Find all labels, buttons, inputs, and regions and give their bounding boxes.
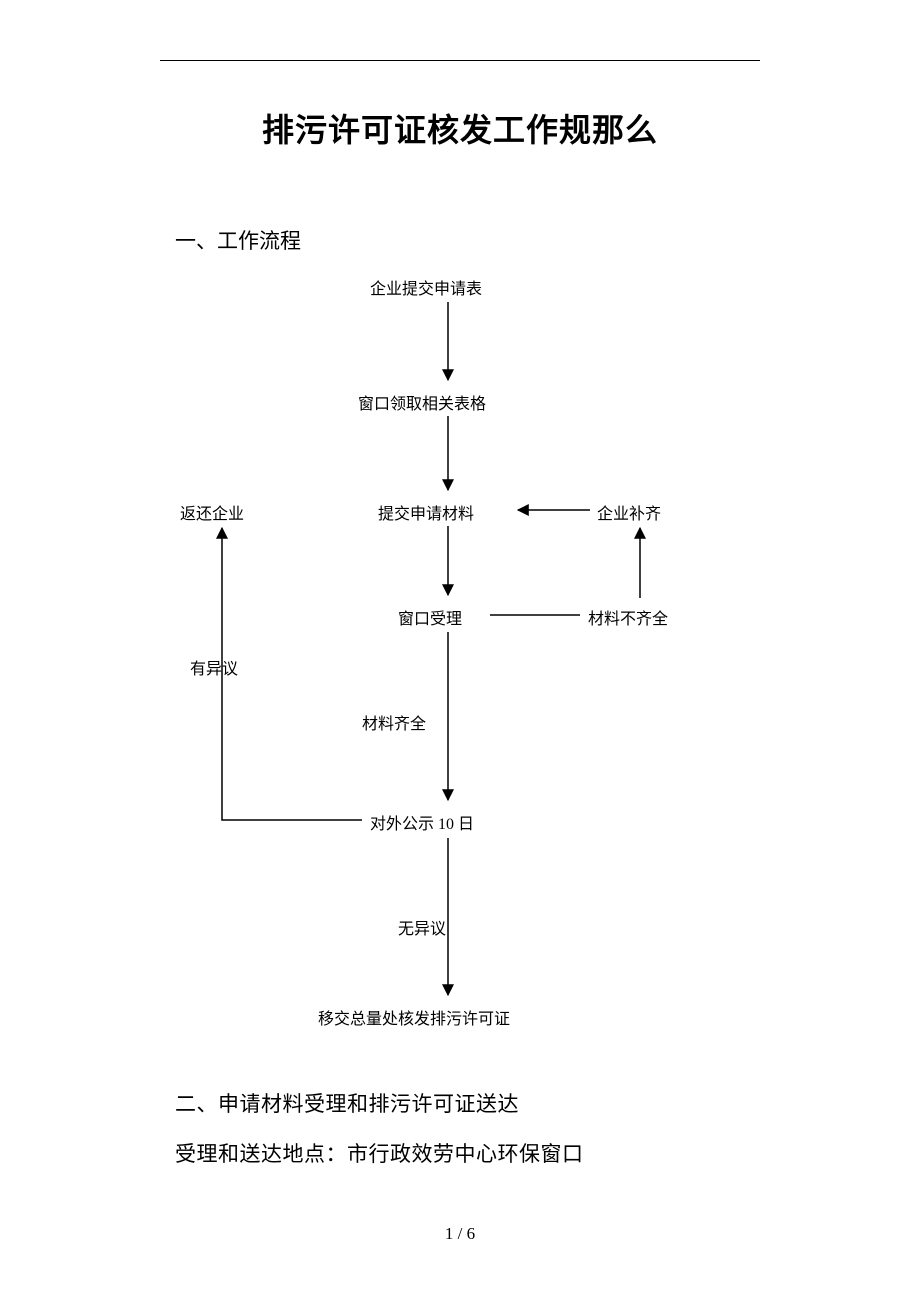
flow-node-n4: 提交申请材料 — [378, 500, 474, 524]
flow-node-n2: 窗口领取相关表格 — [358, 390, 486, 414]
flow-node-n6: 窗口受理 — [398, 605, 462, 629]
flow-node-n11: 无异议 — [398, 915, 446, 939]
flow-node-n5: 企业补齐 — [597, 500, 661, 524]
flow-node-n3: 返还企业 — [180, 500, 244, 524]
flow-node-n9: 材料齐全 — [362, 710, 426, 734]
flow-node-n10: 对外公示 10 日 — [370, 810, 474, 834]
section-2-line2: 受理和送达地点：市行政效劳中心环保窗口 — [175, 1138, 584, 1168]
flow-edge-n10-n3 — [222, 528, 362, 820]
flow-node-n7: 材料不齐全 — [588, 605, 668, 629]
page-number: 1 / 6 — [0, 1224, 920, 1244]
flow-node-n12: 移交总量处核发排污许可证 — [318, 1005, 510, 1029]
section-2-line1: 二、申请材料受理和排污许可证送达 — [175, 1088, 519, 1118]
document-page: 排污许可证核发工作规那么 一、工作流程 企业提交申请表窗口领取相关表格返还企业提… — [0, 0, 920, 1302]
flow-node-n8: 有异议 — [190, 655, 238, 679]
flow-node-n1: 企业提交申请表 — [370, 275, 482, 299]
